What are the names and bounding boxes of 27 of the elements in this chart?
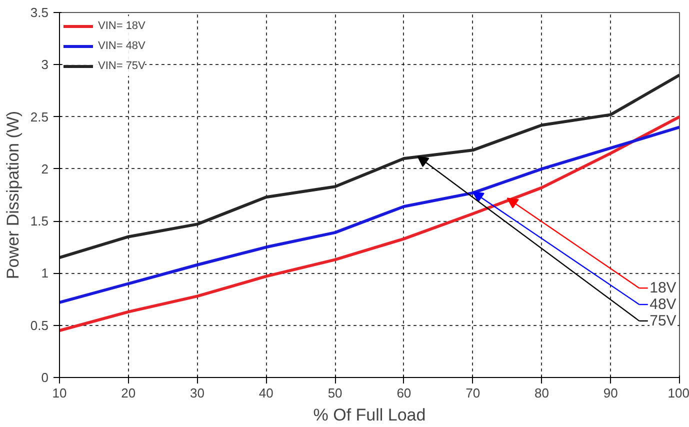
y-tick-label: 0.5 [30, 318, 49, 333]
x-tick-label: 100 [668, 386, 689, 400]
annotation: 48V [650, 296, 676, 313]
y-tick-label: 2 [41, 161, 49, 176]
y-tick-label: 1 [41, 266, 49, 281]
line-series [60, 115, 680, 332]
x-tick-label: 40 [258, 386, 274, 400]
x-tick-label: 20 [121, 386, 136, 400]
legend-label: VIN= 48V [98, 39, 146, 53]
y-tick-label: 1.5 [30, 214, 49, 229]
x-tick-label: 60 [396, 386, 412, 400]
x-tick-label: 70 [466, 386, 480, 400]
x-tick-label: 80 [534, 386, 549, 400]
y-tick-label: 2.5 [30, 109, 49, 124]
x-tick-label: 50 [328, 386, 342, 400]
x-tick-label: 30 [190, 386, 205, 400]
annotation: 75V [650, 312, 676, 330]
annotation: 18V [650, 280, 676, 297]
y-axis-title: Power Dissipation (W) [3, 110, 22, 280]
y-tick-label: 0 [41, 370, 49, 385]
x-axis-title: % Of Full Load [313, 406, 426, 424]
legend-label: VIN= 75V [98, 59, 146, 73]
x-tick-label: 10 [52, 386, 67, 400]
legend-label: VIN= 18V [98, 19, 146, 33]
y-tick-label: 3 [41, 57, 49, 72]
x-tick-label: 90 [603, 386, 618, 400]
y-tick-label: 3.5 [30, 5, 49, 20]
